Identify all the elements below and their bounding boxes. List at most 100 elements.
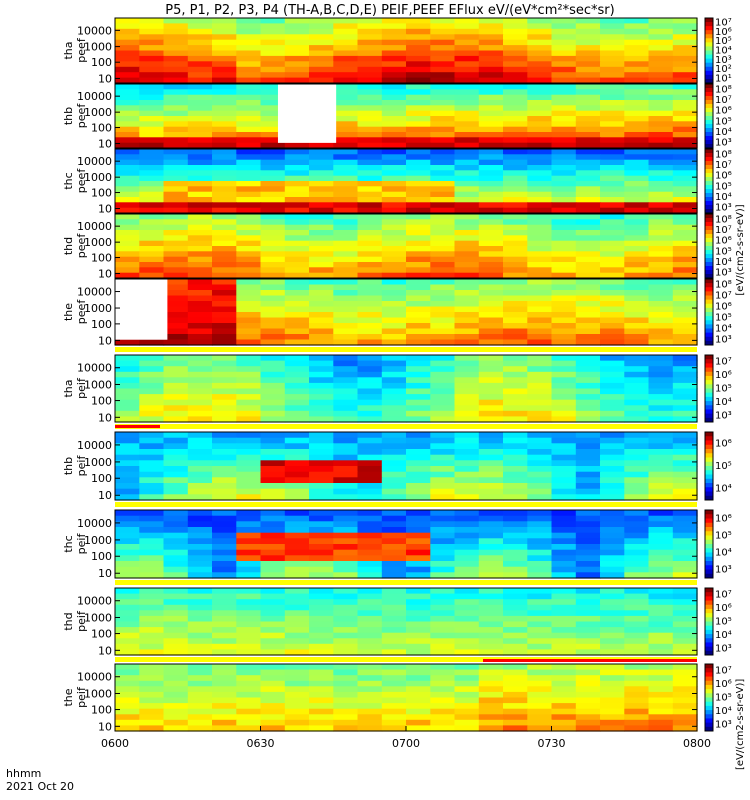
heatmap-cell [163, 284, 189, 291]
heatmap-cell [260, 66, 286, 73]
heatmap-cell [624, 382, 650, 390]
heatmap-cell [478, 175, 504, 182]
heatmap-cell [309, 544, 334, 551]
heatmap-cell [503, 328, 528, 335]
heatmap-cell [357, 202, 383, 209]
heatmap-cell [478, 638, 504, 645]
heatmap-cell [236, 267, 262, 274]
heatmap-cell [381, 719, 407, 726]
heatmap-cell [575, 154, 601, 161]
heatmap-cell [357, 725, 383, 732]
heatmap-cell [139, 604, 165, 611]
heatmap-cell [454, 170, 480, 177]
heatmap-cell [430, 388, 456, 395]
heatmap-cell [260, 680, 286, 687]
heatmap-cell [648, 443, 674, 450]
heatmap-cell [309, 170, 334, 177]
heatmap-cell [406, 165, 431, 171]
heatmap-cell [309, 371, 334, 378]
heatmap-cell [551, 116, 577, 122]
colorbar-tick-label: 10⁷ [715, 357, 732, 368]
heatmap-cell [527, 555, 553, 562]
heatmap-cell [430, 561, 456, 568]
heatmap-cell [551, 510, 577, 517]
heatmap-cell [527, 561, 553, 568]
y-tick-label: 1000 [84, 378, 112, 391]
heatmap-cell [600, 224, 625, 231]
heatmap-cell [163, 566, 189, 573]
heatmap-cell [478, 544, 504, 551]
heatmap-cell [212, 191, 237, 198]
heatmap-cell [575, 84, 601, 90]
heatmap-cell [551, 159, 577, 166]
colorbar-label-peef: [eV/(cm2-s-sr-eV)] [735, 204, 746, 295]
heatmap-cell [187, 382, 213, 390]
heatmap-cell [430, 725, 456, 732]
heatmap-cell [648, 110, 674, 117]
colorbar-band [705, 222, 713, 227]
heatmap-cell [624, 510, 650, 517]
heatmap-cell [551, 638, 577, 645]
heatmap-cell [260, 186, 286, 193]
heatmap-cell [333, 394, 359, 401]
heatmap-cell [163, 323, 189, 330]
heatmap-cell [260, 89, 286, 96]
heatmap-cell [624, 544, 650, 551]
heatmap-cell [187, 137, 213, 144]
heatmap-cell [575, 360, 601, 367]
heatmap-cell [430, 116, 456, 122]
heatmap-cell [139, 191, 165, 198]
colorbar-band [705, 384, 713, 389]
colorbar-band [705, 287, 713, 292]
heatmap-cell [406, 154, 431, 161]
heatmap-cell [357, 149, 383, 155]
heatmap-cell [672, 262, 698, 268]
heatmap-cell [527, 621, 553, 628]
heatmap-cell [115, 45, 140, 52]
heatmap-cell [672, 477, 698, 484]
heatmap-cell [260, 388, 286, 395]
heatmap-cell [115, 588, 140, 595]
heatmap-cell [430, 100, 456, 106]
heatmap-cell [163, 165, 189, 171]
heatmap-cell [309, 181, 334, 187]
heatmap-cell [212, 488, 237, 495]
heatmap-cell [163, 328, 189, 335]
heatmap-cell [503, 561, 528, 568]
heatmap-cell [551, 105, 577, 112]
heatmap-cell [333, 627, 359, 634]
heatmap-cell [284, 649, 310, 656]
heatmap-cell [187, 510, 213, 517]
heatmap-cell [430, 61, 456, 68]
colorbar-band [705, 50, 713, 56]
heatmap-cell [624, 100, 650, 106]
heatmap-cell [503, 510, 528, 517]
heatmap-cell [503, 483, 528, 490]
heatmap-cell [406, 515, 431, 522]
heatmap-cell [454, 371, 480, 378]
heatmap-cell [600, 207, 625, 214]
heatmap-cell [236, 494, 262, 501]
heatmap-cell [284, 207, 310, 214]
heatmap-cell [163, 202, 189, 209]
heatmap-cell [163, 488, 189, 495]
heatmap-cell [454, 405, 480, 412]
colorbar-band [705, 453, 713, 458]
heatmap-cell [187, 360, 213, 367]
heatmap-cell [672, 207, 698, 214]
panel-frame [114, 431, 698, 501]
heatmap-cell [600, 230, 625, 236]
heatmap-cell [187, 483, 213, 490]
heatmap-cell [600, 675, 625, 682]
heatmap-cell [260, 719, 286, 726]
colorbar-band [705, 70, 713, 76]
heatmap-cell [333, 604, 359, 611]
heatmap-cell [454, 214, 480, 220]
heatmap-cell [648, 28, 674, 35]
heatmap-cell [454, 454, 480, 461]
heatmap-cell [381, 566, 407, 573]
heatmap-cell [406, 566, 431, 573]
heatmap-cell [333, 339, 359, 346]
heatmap-cell [333, 643, 359, 650]
heatmap-cell [503, 366, 528, 373]
